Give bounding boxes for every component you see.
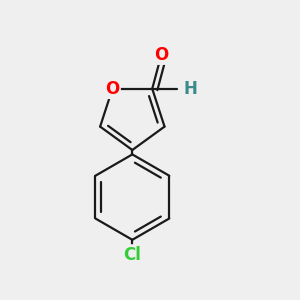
Text: Cl: Cl <box>123 245 141 263</box>
Text: O: O <box>154 46 169 64</box>
Text: O: O <box>105 80 120 98</box>
Text: H: H <box>184 80 198 98</box>
